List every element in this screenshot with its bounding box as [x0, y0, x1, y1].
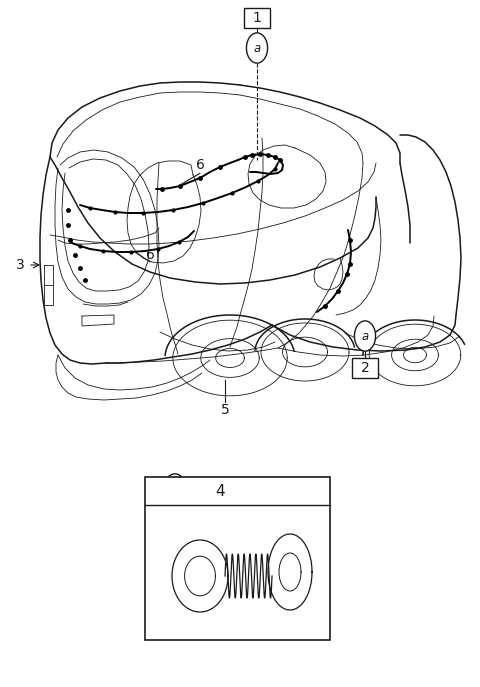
Circle shape	[354, 321, 375, 351]
Text: a: a	[171, 484, 179, 497]
Text: 1: 1	[252, 11, 262, 25]
Circle shape	[246, 33, 267, 63]
Text: a: a	[253, 41, 261, 54]
Text: 6: 6	[195, 158, 204, 172]
Text: 5: 5	[221, 403, 229, 417]
Circle shape	[163, 474, 187, 508]
Text: 4: 4	[215, 484, 225, 499]
Bar	[145, 477, 330, 640]
Text: a: a	[361, 330, 369, 343]
Text: 2: 2	[360, 361, 370, 375]
Bar	[352, 359, 378, 378]
Bar	[244, 8, 270, 27]
Text: 3: 3	[16, 258, 24, 272]
Text: 6: 6	[145, 248, 155, 262]
